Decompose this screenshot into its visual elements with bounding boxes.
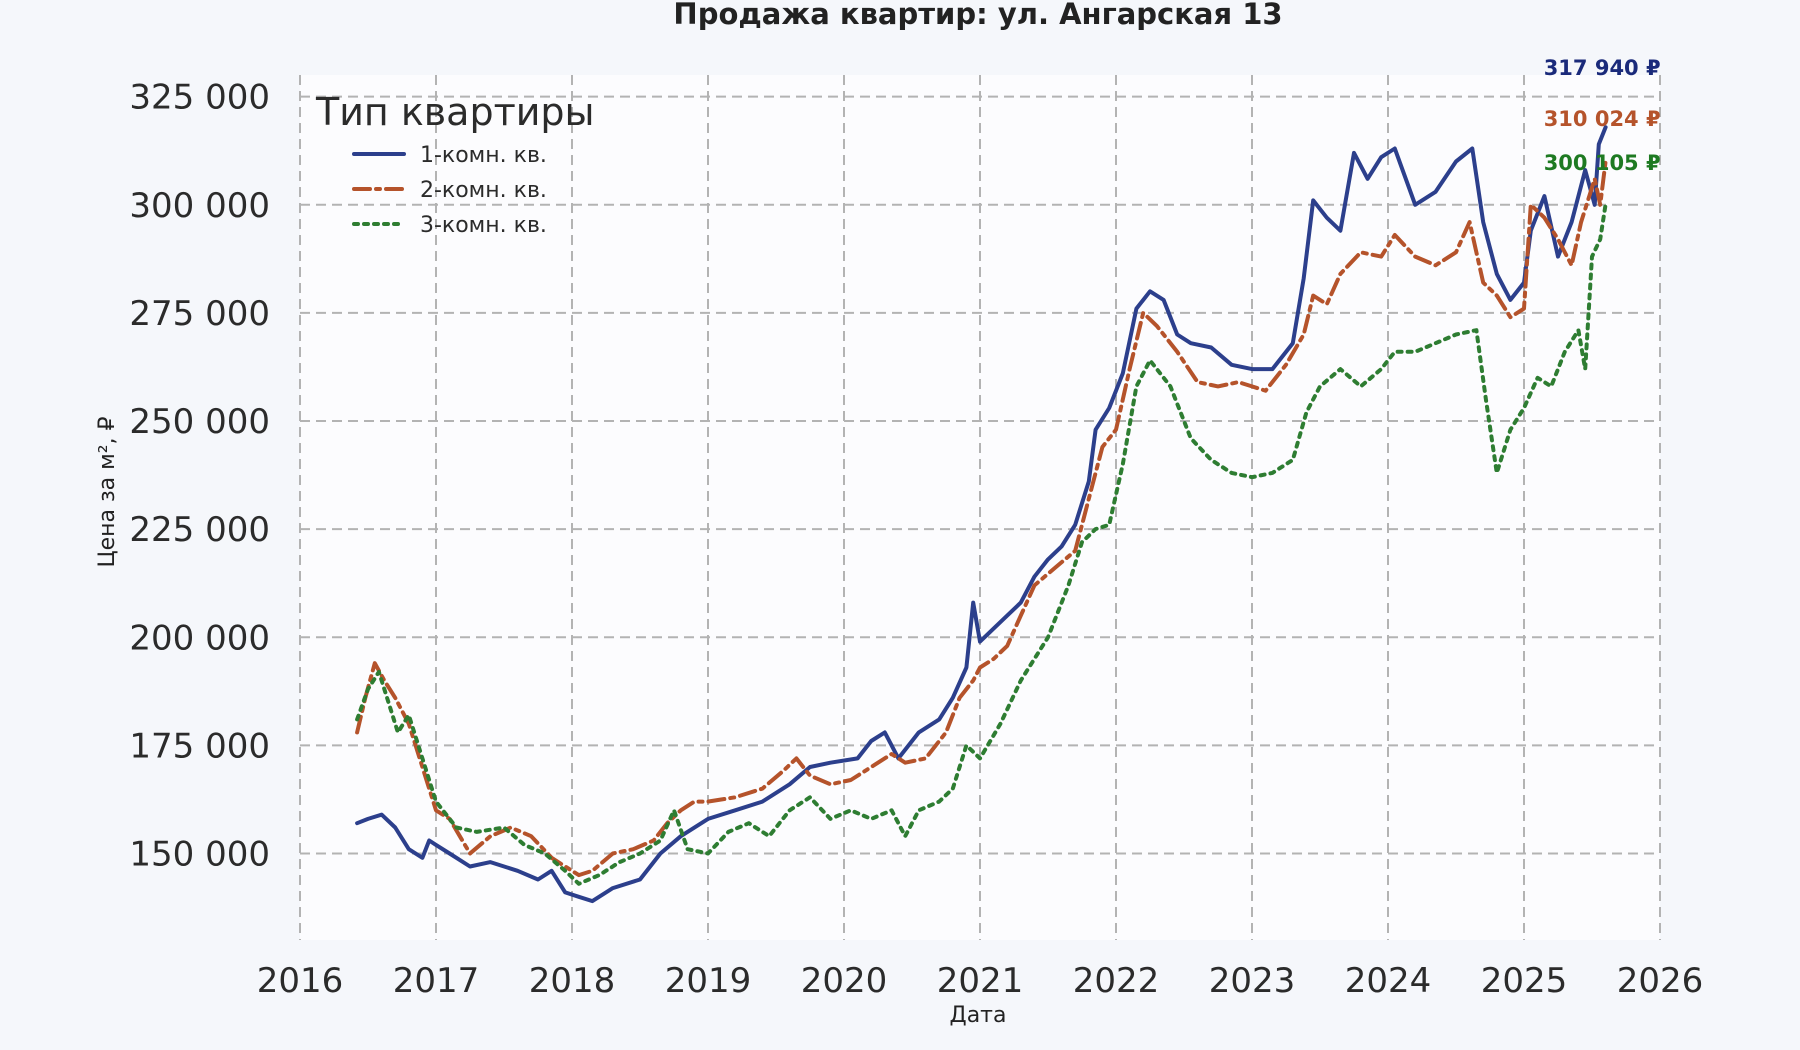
legend-label: 3-комн. кв. [420, 213, 547, 238]
end-labels: 317 940 ₽ 310 024 ₽ 300 105 ₽ [1544, 56, 1661, 175]
x-tick-label: 2016 [257, 961, 344, 1001]
y-tick-label: 150 000 [129, 835, 270, 875]
x-tick-label: 2025 [1481, 961, 1568, 1001]
y-tick-label: 325 000 [129, 78, 270, 118]
tick-labels: 2016 2017 2018 2019 2020 2021 2022 2023 2024 2025… [129, 78, 1703, 1001]
legend-title: Тип квартиры [315, 90, 595, 134]
end-value-label: 310 024 ₽ [1544, 107, 1661, 131]
x-axis-label: Дата [950, 1003, 1007, 1028]
y-tick-label: 275 000 [129, 294, 270, 334]
x-tick-label: 2026 [1617, 961, 1704, 1001]
y-tick-label: 200 000 [129, 618, 270, 658]
legend-item: 3-комн. кв. [352, 213, 547, 238]
x-tick-label: 2017 [393, 961, 480, 1001]
grid [299, 75, 1661, 940]
series-line-1 [355, 125, 1608, 904]
series-lines [355, 125, 1608, 904]
y-tick-label: 175 000 [129, 726, 270, 766]
y-axis-label: Цена за м², ₽ [95, 416, 120, 567]
end-value-label: 317 940 ₽ [1544, 56, 1661, 80]
chart-title: Продажа квартир: ул. Ангарская 13 [673, 0, 1282, 31]
legend: Тип квартиры 1-комн. кв. 2-комн. кв. 3-ком… [315, 90, 595, 238]
y-tick-label: 300 000 [129, 186, 270, 226]
x-tick-label: 2020 [801, 961, 888, 1001]
x-tick-label: 2018 [529, 961, 616, 1001]
y-tick-label: 225 000 [129, 510, 270, 550]
x-tick-label: 2021 [937, 961, 1024, 1001]
x-tick-label: 2019 [665, 961, 752, 1001]
y-tick-label: 250 000 [129, 402, 270, 442]
legend-label: 1-комн. кв. [420, 143, 547, 168]
series-line-3 [355, 202, 1608, 886]
legend-items: 1-комн. кв. 2-комн. кв. 3-комн. кв. [352, 143, 547, 238]
x-tick-label: 2023 [1209, 961, 1296, 1001]
legend-item: 2-комн. кв. [352, 178, 547, 203]
x-tick-label: 2024 [1345, 961, 1432, 1001]
end-value-label: 300 105 ₽ [1544, 151, 1661, 175]
legend-item: 1-комн. кв. [352, 143, 547, 168]
x-tick-label: 2022 [1073, 961, 1160, 1001]
legend-label: 2-комн. кв. [420, 178, 547, 203]
series-line-2 [355, 159, 1608, 878]
